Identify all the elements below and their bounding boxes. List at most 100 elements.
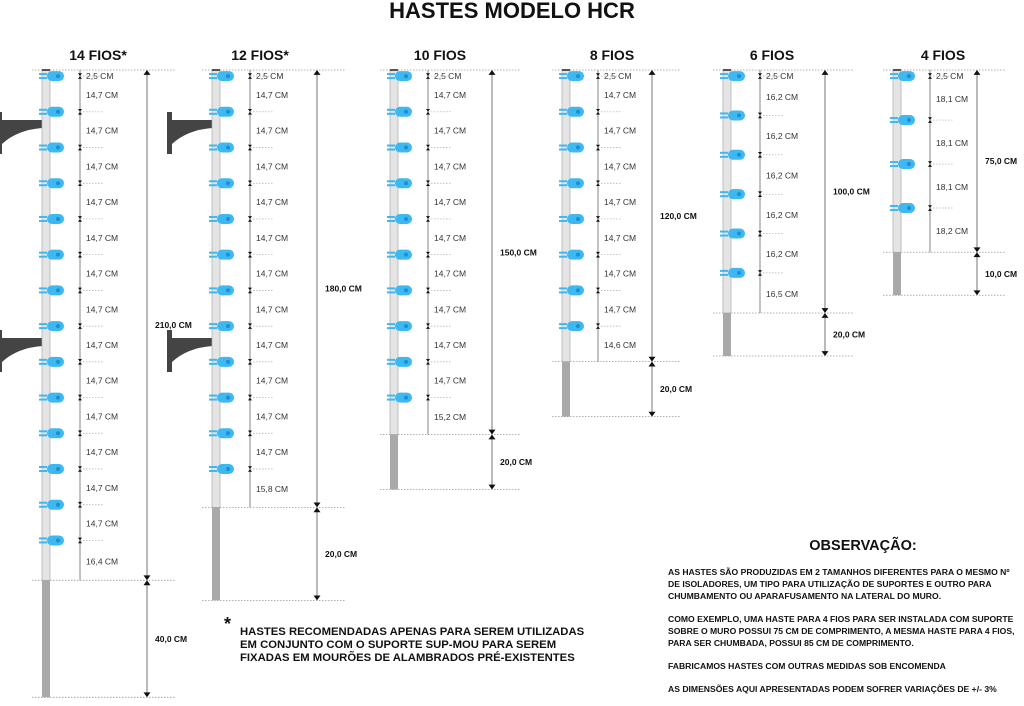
dimension-arrow — [78, 144, 82, 148]
dimension-arrow — [596, 180, 600, 184]
insulator-prong — [890, 73, 898, 76]
insulator-body — [898, 159, 915, 170]
bracket-plate — [167, 330, 172, 372]
bracket-plate — [0, 112, 2, 154]
segment-label: 15,8 CM — [256, 484, 288, 494]
segment-label: 14,7 CM — [86, 304, 118, 314]
segment-label: 14,7 CM — [256, 269, 288, 279]
insulator-body — [47, 178, 64, 189]
total-arrow-up — [821, 70, 829, 75]
insulator-prong — [209, 398, 217, 401]
dimension-arrow — [78, 466, 82, 470]
insulator-icon — [209, 142, 234, 153]
insulator-icon — [387, 321, 412, 332]
segment-label: 14,7 CM — [256, 447, 288, 457]
segment-label: 18,1 CM — [936, 182, 968, 192]
insulator-icon — [39, 356, 64, 367]
insulator-body — [47, 285, 64, 296]
insulator-icon — [387, 285, 412, 296]
segment-label: 14,7 CM — [86, 340, 118, 350]
dimension-arrow — [426, 394, 430, 398]
insulator-hole — [576, 181, 580, 186]
segment-label: 14,7 CM — [256, 304, 288, 314]
dimension-arrow — [248, 361, 252, 365]
dimension-arrow — [426, 108, 430, 112]
segment-label: 16,2 CM — [766, 170, 798, 180]
insulator-prong — [387, 77, 395, 80]
total-arrow-up — [973, 70, 981, 75]
segment-label: 14,7 CM — [256, 197, 288, 207]
insulator-icon — [209, 428, 234, 439]
bracket-plate — [0, 330, 2, 372]
dimension-arrow — [78, 218, 82, 222]
insulator-icon — [559, 106, 584, 117]
dimension-arrow — [596, 251, 600, 255]
insulator-body — [395, 356, 412, 367]
dimension-arrow — [248, 147, 252, 151]
footnote-text: HASTES RECOMENDADAS APENAS PARA SEREM UT… — [240, 626, 585, 664]
observation-heading: OBSERVAÇÃO: — [809, 538, 917, 554]
segment-label: 16,2 CM — [766, 92, 798, 102]
insulator-prong — [39, 108, 47, 111]
post-column: 6 FIOS 2,5 CM 16,2 CM 16,2 CM 16,2 CM 16,2 CM… — [713, 47, 870, 357]
segment-label: 14,7 CM — [86, 269, 118, 279]
insulator-body — [728, 189, 745, 200]
post-cap — [562, 69, 570, 71]
insulator-prong — [39, 215, 47, 218]
insulator-prong — [387, 358, 395, 361]
dimension-arrow — [78, 290, 82, 294]
segment-label: 14,7 CM — [434, 304, 466, 314]
insulator-hole — [56, 324, 60, 329]
insulator-icon — [39, 285, 64, 296]
insulator-prong — [209, 144, 217, 147]
insulator-hole — [404, 109, 408, 114]
dimension-arrow — [78, 469, 82, 472]
segment-label: 14,7 CM — [86, 483, 118, 493]
dimension-arrow — [78, 540, 82, 544]
insulator-prong — [209, 291, 217, 294]
insulator-icon — [39, 142, 64, 153]
dimension-arrow — [596, 147, 600, 151]
post-cap — [212, 69, 220, 71]
extension-arrow-up — [488, 434, 496, 440]
bracket-arm — [172, 338, 212, 362]
insulator-body — [395, 213, 412, 224]
segment-label: 15,2 CM — [434, 412, 466, 422]
insulator-prong — [209, 148, 217, 151]
insulator-body — [47, 213, 64, 224]
insulator-prong — [559, 251, 567, 254]
dimension-arrow — [426, 111, 430, 115]
insulator-hole — [737, 192, 741, 197]
insulator-prong — [209, 73, 217, 76]
insulator-body — [217, 249, 234, 260]
insulator-icon — [39, 178, 64, 189]
insulator-hole — [56, 216, 60, 221]
insulator-prong — [209, 470, 217, 473]
segment-label: 2,5 CM — [86, 71, 113, 81]
insulator-prong — [559, 148, 567, 151]
insulator-hole — [576, 109, 580, 114]
insulator-prong — [387, 215, 395, 218]
total-length-label: 210,0 CM — [155, 320, 192, 330]
extension-arrow-down — [648, 411, 656, 417]
total-arrow-up — [313, 70, 321, 75]
insulator-hole — [576, 74, 580, 79]
insulator-hole — [576, 288, 580, 293]
insulator-prong — [39, 470, 47, 473]
insulator-prong — [890, 117, 898, 120]
dimension-arrow — [928, 117, 932, 121]
total-arrow-up — [648, 70, 656, 75]
insulator-prong — [720, 191, 728, 194]
insulator-prong — [209, 430, 217, 433]
dimension-arrow — [596, 111, 600, 115]
segment-label: 14,7 CM — [604, 269, 636, 279]
insulator-body — [898, 115, 915, 126]
insulator-hole — [56, 538, 60, 543]
insulator-icon — [387, 106, 412, 117]
total-arrow-down — [821, 308, 829, 313]
insulator-prong — [890, 165, 898, 168]
dimension-arrow — [928, 208, 932, 211]
insulator-prong — [39, 505, 47, 508]
dimension-arrow — [248, 359, 252, 362]
insulator-icon — [559, 178, 584, 189]
